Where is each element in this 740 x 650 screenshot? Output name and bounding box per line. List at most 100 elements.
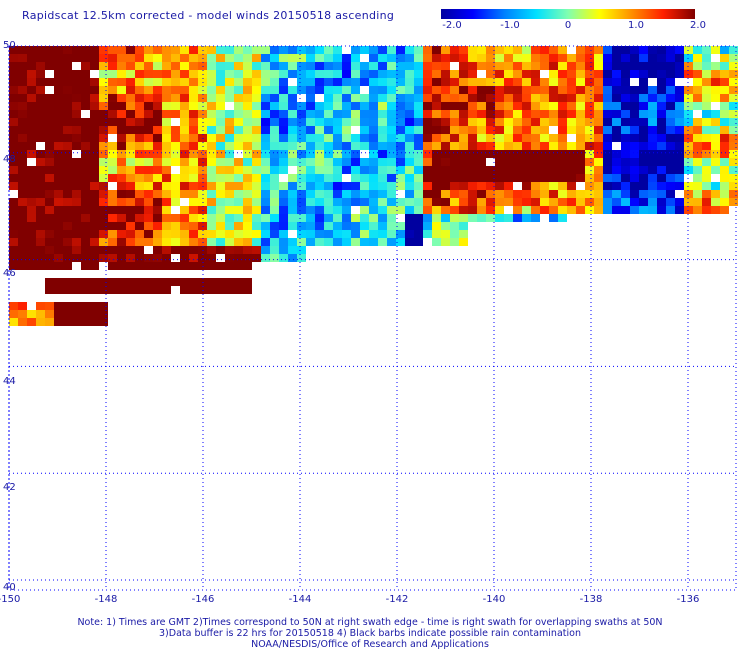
- wind-cell: [243, 46, 252, 54]
- wind-cell: [486, 174, 495, 182]
- wind-cell: [216, 246, 225, 254]
- wind-cell: [531, 158, 540, 166]
- wind-cell: [558, 86, 567, 94]
- wind-cell: [603, 70, 612, 78]
- wind-cell: [315, 182, 324, 190]
- wind-cell: [153, 222, 162, 230]
- wind-cell: [423, 54, 432, 62]
- wind-cell: [252, 230, 261, 238]
- wind-cell: [45, 46, 54, 54]
- wind-cell: [333, 54, 342, 62]
- wind-cell: [180, 286, 189, 294]
- wind-cell: [666, 54, 675, 62]
- wind-cell: [279, 46, 288, 54]
- wind-cell: [603, 174, 612, 182]
- wind-cell: [153, 110, 162, 118]
- wind-cell: [648, 102, 657, 110]
- wind-cell: [216, 134, 225, 142]
- wind-cell: [144, 190, 153, 198]
- wind-cell: [54, 110, 63, 118]
- wind-cell: [234, 110, 243, 118]
- wind-cell: [576, 54, 585, 62]
- wind-cell: [234, 222, 243, 230]
- wind-cell: [360, 102, 369, 110]
- wind-cell: [144, 46, 153, 54]
- wind-cell: [207, 86, 216, 94]
- wind-cell: [639, 166, 648, 174]
- wind-cell: [720, 126, 729, 134]
- wind-cell: [342, 102, 351, 110]
- wind-cell: [495, 166, 504, 174]
- wind-cell: [252, 70, 261, 78]
- wind-cell: [324, 198, 333, 206]
- wind-cell: [306, 238, 315, 246]
- wind-cell: [90, 118, 99, 126]
- wind-cell: [144, 70, 153, 78]
- wind-cell: [459, 174, 468, 182]
- wind-cell: [288, 46, 297, 54]
- wind-cell: [54, 278, 63, 286]
- wind-cell: [207, 54, 216, 62]
- wind-cell: [261, 222, 270, 230]
- wind-cell: [639, 158, 648, 166]
- wind-cell: [468, 206, 477, 214]
- wind-cell: [441, 182, 450, 190]
- wind-cell: [612, 110, 621, 118]
- wind-cell: [45, 310, 54, 318]
- wind-cell: [630, 206, 639, 214]
- wind-cell: [522, 150, 531, 158]
- wind-cell: [405, 166, 414, 174]
- wind-cell: [54, 174, 63, 182]
- wind-cell: [324, 238, 333, 246]
- wind-cell: [630, 142, 639, 150]
- wind-cell: [36, 54, 45, 62]
- wind-cell: [162, 278, 171, 286]
- wind-cell: [108, 198, 117, 206]
- wind-cell: [252, 126, 261, 134]
- wind-cell: [486, 134, 495, 142]
- wind-cell: [576, 126, 585, 134]
- wind-cell: [450, 126, 459, 134]
- wind-cell: [432, 118, 441, 126]
- wind-cell: [171, 142, 180, 150]
- wind-cell: [675, 150, 684, 158]
- wind-cell: [270, 174, 279, 182]
- wind-cell: [531, 86, 540, 94]
- wind-cell: [720, 118, 729, 126]
- wind-cell: [180, 54, 189, 62]
- wind-cell: [333, 94, 342, 102]
- wind-cell: [117, 158, 126, 166]
- wind-cell: [531, 70, 540, 78]
- wind-cell: [576, 86, 585, 94]
- wind-cell: [567, 62, 576, 70]
- wind-cell: [45, 182, 54, 190]
- wind-cell: [234, 94, 243, 102]
- wind-cell: [108, 222, 117, 230]
- wind-cell: [216, 158, 225, 166]
- wind-cell: [666, 190, 675, 198]
- lat-label: 40: [3, 582, 16, 593]
- wind-cell: [9, 150, 18, 158]
- wind-cell: [522, 126, 531, 134]
- wind-cell: [45, 94, 54, 102]
- wind-cell: [351, 174, 360, 182]
- wind-cell: [135, 214, 144, 222]
- wind-cell: [702, 142, 711, 150]
- wind-cell: [288, 190, 297, 198]
- wind-cell: [144, 214, 153, 222]
- wind-cell: [45, 166, 54, 174]
- wind-cell: [666, 158, 675, 166]
- wind-cell: [594, 78, 603, 86]
- wind-cell: [216, 126, 225, 134]
- wind-cell: [9, 102, 18, 110]
- wind-cell: [63, 126, 72, 134]
- wind-cell: [144, 102, 153, 110]
- wind-cell: [333, 158, 342, 166]
- wind-cell: [396, 134, 405, 142]
- wind-cell: [72, 198, 81, 206]
- wind-cell: [423, 110, 432, 118]
- wind-cell: [324, 206, 333, 214]
- wind-cell: [450, 158, 459, 166]
- wind-cell: [693, 94, 702, 102]
- wind-cell: [675, 182, 684, 190]
